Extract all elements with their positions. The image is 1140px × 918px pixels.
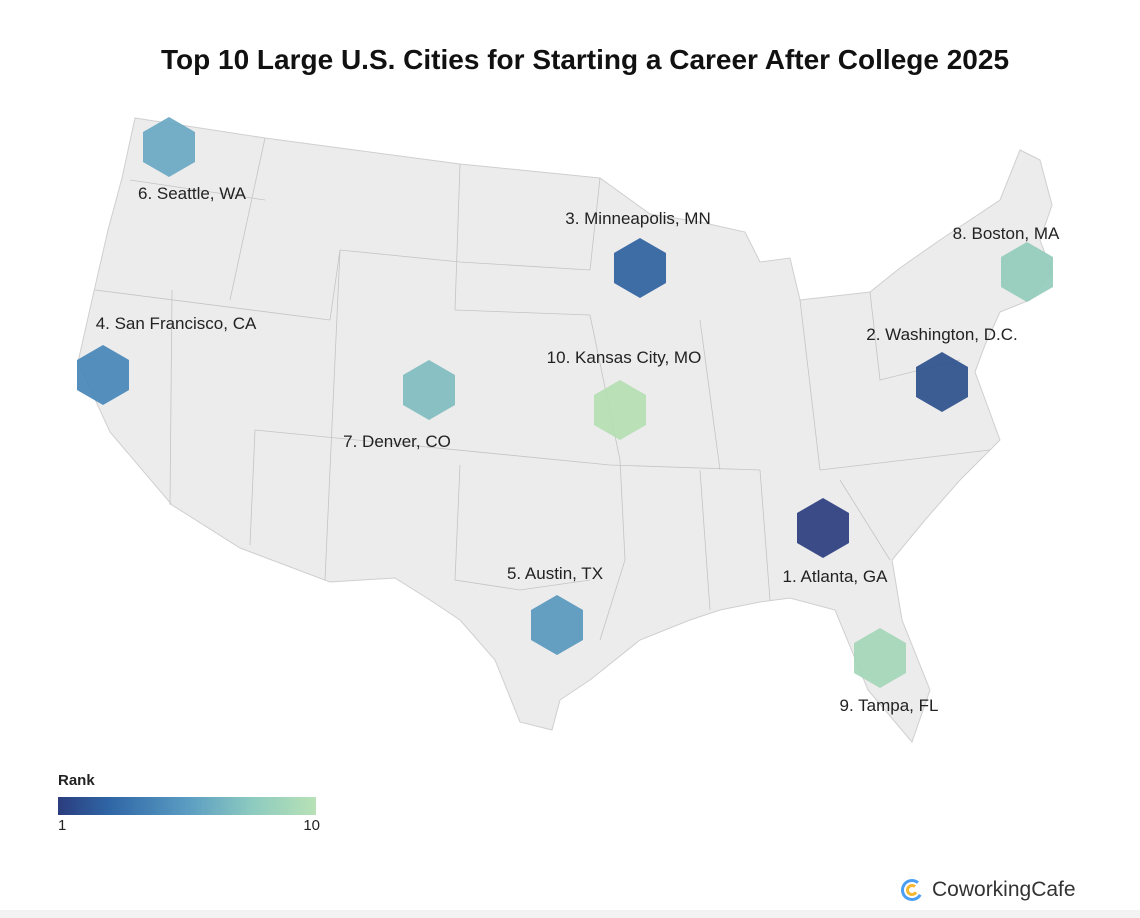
legend-color-bar xyxy=(58,797,316,815)
city-label: 7. Denver, CO xyxy=(343,432,451,451)
footer-strip xyxy=(0,910,1140,918)
city-hex-rank-5[interactable] xyxy=(531,595,583,655)
brand-name: CoworkingCafe xyxy=(932,878,1076,901)
coworkingcafe-logo-icon xyxy=(901,879,923,901)
chart-title: Top 10 Large U.S. Cities for Starting a … xyxy=(160,44,1010,75)
city-label: 6. Seattle, WA xyxy=(138,184,247,203)
city-label: 4. San Francisco, CA xyxy=(96,314,257,333)
city-hex-rank-9[interactable] xyxy=(854,628,906,688)
city-label: 5. Austin, TX xyxy=(507,564,603,583)
city-label: 2. Washington, D.C. xyxy=(866,325,1018,344)
city-label: 3. Minneapolis, MN xyxy=(565,209,711,228)
city-hex-rank-10[interactable] xyxy=(594,380,646,440)
legend-max: 10 xyxy=(303,817,320,834)
city-hex-rank-7[interactable] xyxy=(403,360,455,420)
city-label: 1. Atlanta, GA xyxy=(783,567,889,586)
city-label: 9. Tampa, FL xyxy=(840,696,939,715)
state-borders xyxy=(94,137,991,641)
legend: Rank 1 10 xyxy=(58,772,320,834)
brand-logo[interactable]: CoworkingCafe xyxy=(900,878,1076,902)
legend-min: 1 xyxy=(58,817,67,834)
city-label: 10. Kansas City, MO xyxy=(547,348,702,367)
city-hex-rank-1[interactable] xyxy=(797,498,849,558)
us-outline xyxy=(77,117,1053,743)
city-hex-rank-4[interactable] xyxy=(77,345,129,405)
city-label: 8. Boston, MA xyxy=(953,224,1060,243)
city-hex-rank-3[interactable] xyxy=(614,238,666,298)
legend-title: Rank xyxy=(58,772,95,789)
city-hex-rank-2[interactable] xyxy=(916,352,968,412)
city-hex-rank-6[interactable] xyxy=(143,117,195,177)
city-hex-rank-8[interactable] xyxy=(1001,242,1053,302)
